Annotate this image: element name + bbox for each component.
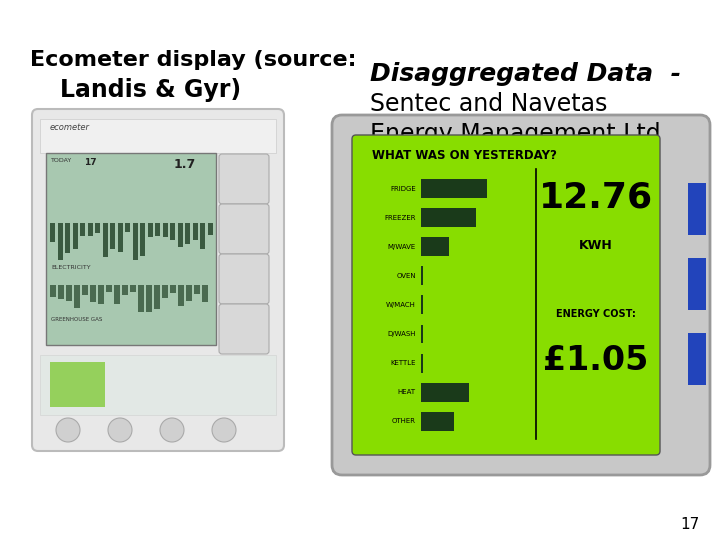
Bar <box>140 223 145 256</box>
Bar <box>154 285 160 309</box>
Text: Landis & Gyr): Landis & Gyr) <box>60 78 241 102</box>
Bar <box>73 223 78 249</box>
Circle shape <box>108 418 132 442</box>
Bar <box>185 223 190 244</box>
FancyBboxPatch shape <box>352 135 660 455</box>
Bar <box>200 223 205 249</box>
Bar <box>202 285 207 302</box>
Text: £1.05: £1.05 <box>544 344 649 377</box>
FancyBboxPatch shape <box>219 204 269 254</box>
Bar <box>90 285 96 302</box>
Text: M/WAVE: M/WAVE <box>388 244 416 250</box>
Bar <box>66 285 71 301</box>
Text: 17: 17 <box>84 158 96 167</box>
Bar <box>178 223 182 247</box>
Text: D/WASH: D/WASH <box>387 331 416 337</box>
Text: 1.7: 1.7 <box>174 158 196 171</box>
Circle shape <box>212 418 236 442</box>
Bar <box>146 285 151 312</box>
Bar <box>186 285 192 301</box>
Text: TODAY: TODAY <box>51 158 72 163</box>
Bar <box>50 285 55 298</box>
Text: GREENHOUSE GAS: GREENHOUSE GAS <box>51 317 102 322</box>
Bar <box>148 223 153 238</box>
Text: OTHER: OTHER <box>392 418 416 424</box>
Bar <box>88 223 92 235</box>
Text: ELECTRICITY: ELECTRICITY <box>51 265 91 270</box>
Bar <box>170 285 176 293</box>
Circle shape <box>56 418 80 442</box>
Bar <box>98 285 104 304</box>
Bar <box>82 285 88 295</box>
Bar <box>138 285 143 312</box>
Bar <box>421 354 423 373</box>
Text: 17: 17 <box>680 517 700 532</box>
Bar <box>421 266 423 285</box>
Bar <box>95 223 100 233</box>
Bar <box>688 258 706 310</box>
Bar <box>114 285 120 305</box>
Text: KWH: KWH <box>579 239 613 252</box>
Text: FRIDGE: FRIDGE <box>390 186 416 192</box>
Bar <box>688 333 706 385</box>
Text: HEAT: HEAT <box>398 389 416 395</box>
FancyBboxPatch shape <box>219 304 269 354</box>
Bar <box>125 223 130 232</box>
Text: KETTLE: KETTLE <box>390 360 416 366</box>
Bar <box>65 223 70 253</box>
Bar <box>110 223 115 249</box>
Text: WHAT WAS ON YESTERDAY?: WHAT WAS ON YESTERDAY? <box>372 149 557 162</box>
FancyBboxPatch shape <box>219 254 269 304</box>
Text: Ecometer display (source:: Ecometer display (source: <box>30 50 356 70</box>
Bar <box>207 223 212 235</box>
FancyBboxPatch shape <box>32 109 284 451</box>
Text: W/MACH: W/MACH <box>386 302 416 308</box>
Bar <box>421 179 487 198</box>
Bar <box>170 223 175 240</box>
Bar <box>46 153 216 345</box>
Text: FREEZER: FREEZER <box>384 215 416 221</box>
Text: Disaggregated Data  -: Disaggregated Data - <box>370 62 681 86</box>
Bar <box>421 325 423 343</box>
Bar <box>421 208 477 227</box>
Bar <box>132 223 138 260</box>
Text: Energy Management Ltd: Energy Management Ltd <box>370 122 661 146</box>
Bar <box>421 295 423 314</box>
Bar <box>421 412 454 431</box>
FancyBboxPatch shape <box>219 154 269 204</box>
Text: OVEN: OVEN <box>397 273 416 279</box>
Bar <box>58 285 63 299</box>
Bar <box>155 223 160 237</box>
Bar <box>421 237 449 256</box>
Text: ecometer: ecometer <box>50 123 90 132</box>
Bar <box>74 285 79 308</box>
Bar <box>106 285 112 292</box>
Bar <box>194 285 199 294</box>
Text: 12.76: 12.76 <box>539 181 653 215</box>
Bar <box>421 383 469 402</box>
Bar <box>122 285 127 295</box>
Text: Sentec and Navetas: Sentec and Navetas <box>370 92 608 116</box>
Bar <box>688 183 706 235</box>
Bar <box>58 223 63 260</box>
FancyBboxPatch shape <box>332 115 710 475</box>
Bar <box>40 355 276 415</box>
Bar <box>178 285 184 306</box>
Bar <box>102 223 107 257</box>
Bar <box>50 362 105 407</box>
Bar <box>50 223 55 242</box>
Text: ENERGY COST:: ENERGY COST: <box>556 309 636 319</box>
Bar <box>130 285 135 293</box>
Bar <box>117 223 122 252</box>
Bar <box>40 119 276 153</box>
Bar <box>80 223 85 235</box>
Bar <box>162 285 168 298</box>
Circle shape <box>160 418 184 442</box>
Bar <box>192 223 197 240</box>
Bar <box>163 223 168 237</box>
